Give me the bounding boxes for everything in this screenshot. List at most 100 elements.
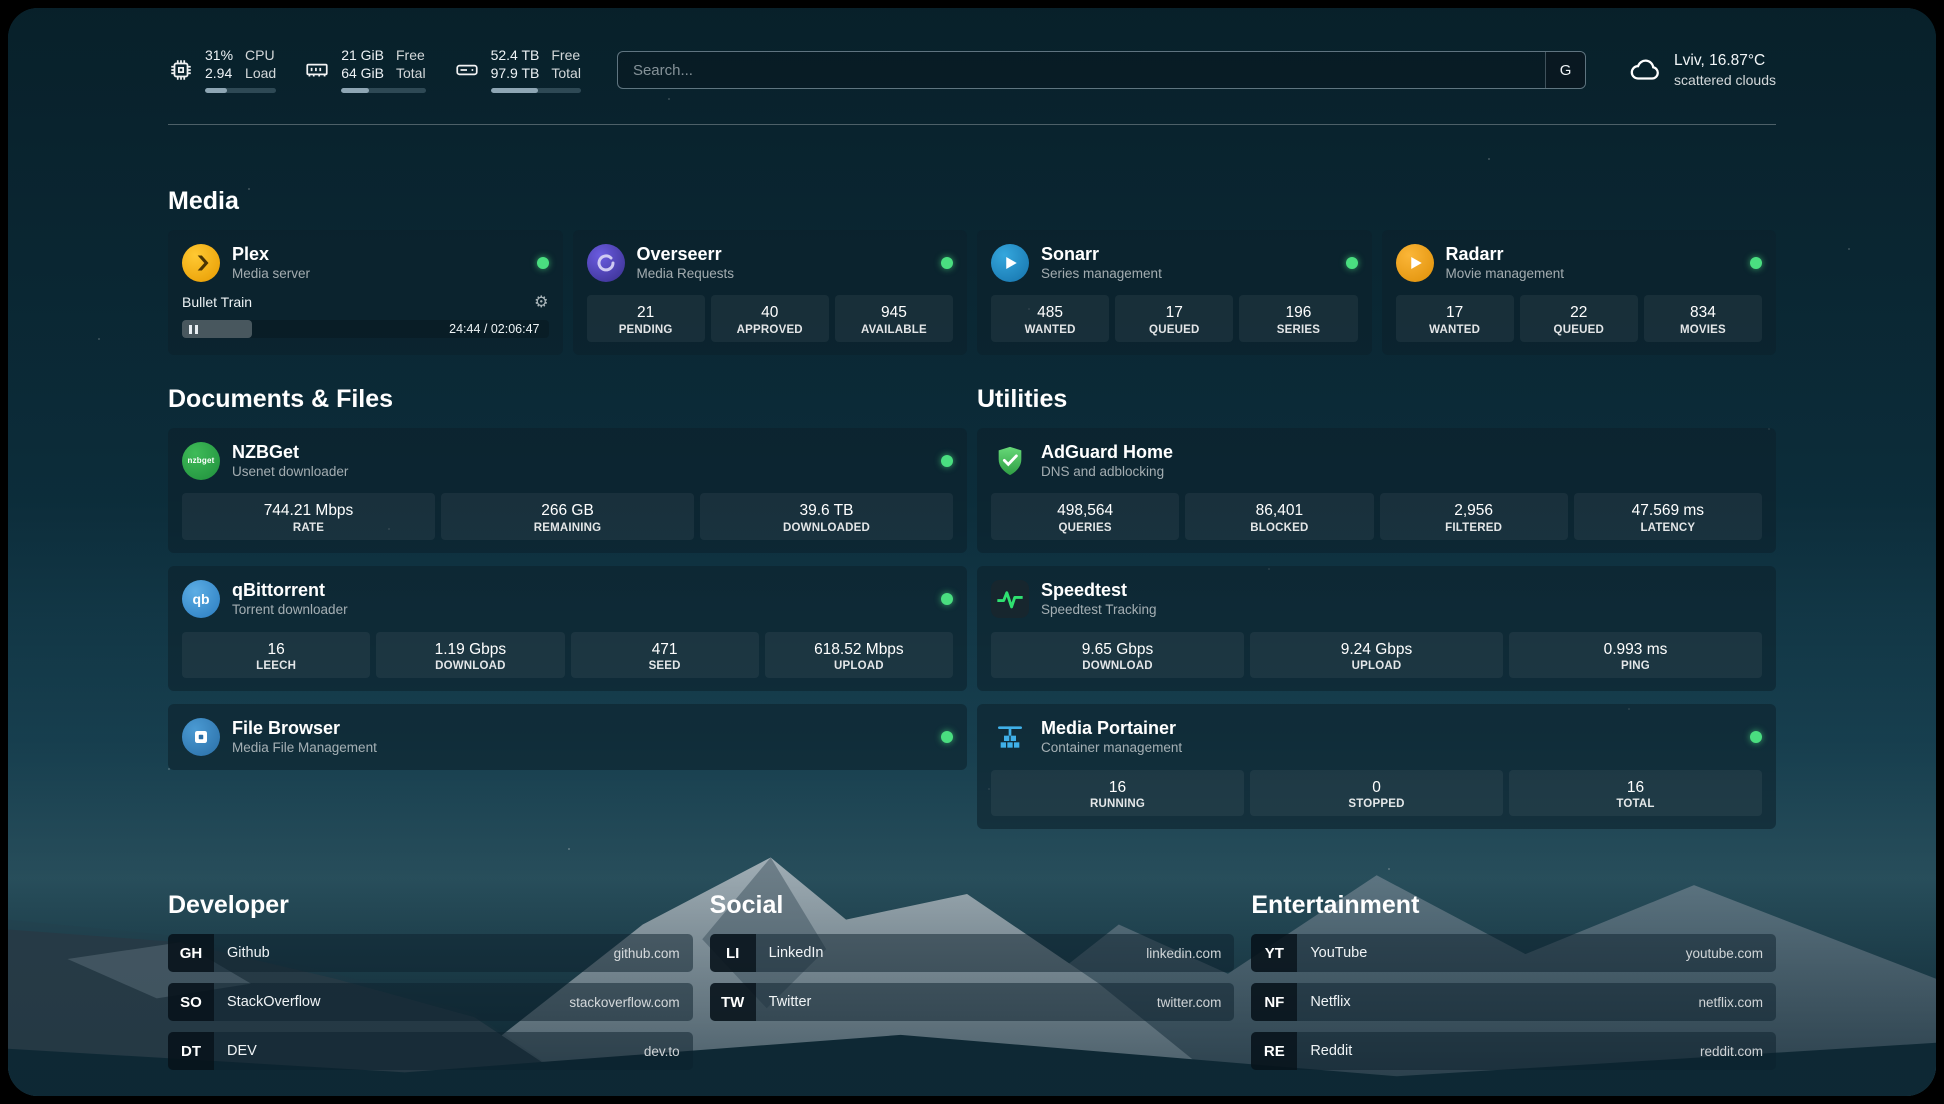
service-title: Plex bbox=[232, 244, 270, 264]
stat-label: WANTED bbox=[1429, 324, 1481, 337]
pause-icon[interactable] bbox=[189, 324, 198, 334]
disk-usage-bar bbox=[490, 87, 581, 93]
sonarr-icon bbox=[991, 243, 1029, 282]
stat-downloaded: 39.6 TB DOWNLOADED bbox=[700, 493, 953, 541]
stat-value: 266 GB bbox=[541, 502, 594, 520]
bookmark-abbr: YT bbox=[1251, 934, 1298, 973]
bookmark-url: github.com bbox=[613, 945, 680, 961]
bookmark-twitter[interactable]: TW Twitter twitter.com bbox=[709, 983, 1235, 1022]
playback-progress-bar[interactable]: 24:44 / 02:06:47 bbox=[182, 320, 549, 339]
stat-label: QUEUED bbox=[1149, 324, 1200, 337]
memory-icon bbox=[306, 63, 328, 77]
bookmark-netflix[interactable]: NF Netflix netflix.com bbox=[1251, 983, 1776, 1022]
bookmark-youtube[interactable]: YT YouTube youtube.com bbox=[1251, 934, 1776, 973]
service-card-filebrowser[interactable]: File Browser Media File Management bbox=[168, 704, 967, 770]
bookmark-name: Github bbox=[227, 945, 270, 962]
status-dot bbox=[1750, 256, 1762, 269]
bookmark-abbr: RE bbox=[1251, 1032, 1298, 1071]
stat-value: 17 bbox=[1445, 304, 1464, 322]
stat-label: UPLOAD bbox=[1351, 660, 1402, 673]
status-dot bbox=[1750, 730, 1762, 743]
stat-label: WANTED bbox=[1024, 324, 1076, 337]
service-title: AdGuard Home bbox=[1041, 442, 1174, 463]
stat-value: 485 bbox=[1037, 304, 1064, 322]
memory-monitor: 21 GiB 64 GiB Free Total bbox=[304, 47, 426, 93]
bookmark-name: Twitter bbox=[768, 994, 812, 1011]
stat-label: PING bbox=[1621, 660, 1650, 673]
stat-label: QUEUED bbox=[1553, 324, 1604, 337]
disk-free-label: Free bbox=[551, 47, 581, 64]
service-subtitle: Media server bbox=[232, 265, 311, 281]
service-subtitle: Container management bbox=[1041, 739, 1183, 755]
bookmark-stackoverflow[interactable]: SO StackOverflow stackoverflow.com bbox=[168, 983, 693, 1022]
stat-queries: 498,564 QUERIES bbox=[991, 493, 1180, 541]
gear-icon[interactable]: ⚙ bbox=[534, 294, 549, 312]
bookmark-dev[interactable]: DT DEV dev.to bbox=[168, 1032, 693, 1071]
stat-label: FILTERED bbox=[1445, 522, 1503, 535]
memory-free-value: 21 GiB bbox=[341, 47, 384, 64]
entertainment-bookmarks-column: Entertainment YT YouTube youtube.com NF … bbox=[1251, 891, 1776, 1071]
resource-monitors: 31% 2.94 CPU Load bbox=[168, 47, 581, 93]
service-card-speedtest[interactable]: Speedtest Speedtest Tracking 9.65 Gbps D… bbox=[977, 566, 1776, 692]
radarr-icon bbox=[1395, 243, 1434, 282]
stat-label: REMAINING bbox=[533, 522, 602, 535]
section-title-developer: Developer bbox=[168, 891, 289, 920]
stat-value: 2,956 bbox=[1454, 502, 1494, 520]
stat-movies: 834 MOVIES bbox=[1643, 295, 1763, 343]
bookmark-url: linkedin.com bbox=[1146, 945, 1222, 961]
stat-value: 16 bbox=[1626, 778, 1645, 796]
service-card-overseerr[interactable]: Overseerr Media Requests 21 PENDING 40 A… bbox=[572, 230, 967, 356]
stat-value: 16 bbox=[267, 640, 285, 658]
bookmark-name: YouTube bbox=[1310, 945, 1368, 962]
stat-value: 47.569 ms bbox=[1631, 502, 1705, 520]
social-bookmarks-column: Social LI LinkedIn linkedin.com TW Twitt… bbox=[709, 891, 1235, 1070]
service-card-portainer[interactable]: Media Portainer Container management 16 … bbox=[977, 704, 1776, 830]
section-title-social: Social bbox=[709, 891, 784, 920]
search-input[interactable] bbox=[617, 52, 1546, 88]
stat-value: 1.19 Gbps bbox=[434, 640, 507, 658]
utilities-column: Utilities bbox=[977, 385, 1776, 830]
stat-value: 40 bbox=[761, 304, 779, 322]
bookmark-reddit[interactable]: RE Reddit reddit.com bbox=[1251, 1032, 1776, 1071]
stat-stopped: 0 STOPPED bbox=[1250, 769, 1503, 817]
stat-filtered: 2,956 FILTERED bbox=[1379, 493, 1568, 541]
service-card-sonarr[interactable]: Sonarr Series management 485 WANTED 17 Q… bbox=[977, 230, 1372, 356]
stat-value: 86,401 bbox=[1255, 502, 1304, 520]
bookmark-url: youtube.com bbox=[1685, 945, 1763, 961]
service-subtitle: Movie management bbox=[1445, 265, 1565, 281]
service-card-radarr[interactable]: Radarr Movie management 17 WANTED 22 QUE… bbox=[1381, 230, 1776, 356]
service-title: Overseerr bbox=[636, 244, 722, 264]
service-card-nzbget[interactable]: nzbget NZBGet Usenet downloader 744.21 M… bbox=[168, 428, 967, 554]
search-bar[interactable]: G bbox=[616, 51, 1587, 89]
stat-label: QUERIES bbox=[1058, 522, 1112, 535]
service-card-adguard[interactable]: AdGuard Home DNS and adblocking 498,564 … bbox=[977, 428, 1776, 554]
documents-column: Documents & Files nzbget NZBGet Usenet d… bbox=[168, 385, 967, 770]
bookmark-abbr: SO bbox=[168, 983, 214, 1022]
service-subtitle: DNS and adblocking bbox=[1041, 463, 1165, 479]
stat-label: AVAILABLE bbox=[860, 324, 927, 337]
search-provider-button[interactable]: G bbox=[1545, 52, 1586, 88]
stat-value: 834 bbox=[1689, 304, 1716, 322]
stat-approved: 40 APPROVED bbox=[710, 295, 829, 343]
bookmark-name: Netflix bbox=[1310, 994, 1351, 1011]
status-dot bbox=[536, 256, 549, 269]
stat-value: 17 bbox=[1165, 304, 1183, 322]
cpu-load-label: Load bbox=[245, 65, 277, 81]
service-subtitle: Media File Management bbox=[232, 739, 377, 755]
bookmark-linkedin[interactable]: LI LinkedIn linkedin.com bbox=[709, 934, 1235, 973]
stat-download: 1.19 Gbps DOWNLOAD bbox=[376, 631, 565, 679]
service-card-plex[interactable]: Plex Media server Bullet Train ⚙ 24:44 /… bbox=[168, 230, 563, 356]
stat-total: 16 TOTAL bbox=[1509, 769, 1762, 817]
bookmark-abbr: TW bbox=[709, 983, 756, 1022]
bookmark-abbr: NF bbox=[1251, 983, 1298, 1022]
service-title: NZBGet bbox=[232, 442, 299, 463]
filebrowser-icon bbox=[182, 717, 220, 756]
service-card-qbittorrent[interactable]: qb qBittorrent Torrent downloader 16 LEE… bbox=[168, 566, 967, 692]
memory-total-value: 64 GiB bbox=[341, 65, 384, 81]
service-title: qBittorrent bbox=[232, 580, 325, 601]
bookmark-github[interactable]: GH Github github.com bbox=[168, 934, 693, 973]
playback-time: 24:44 / 02:06:47 bbox=[449, 322, 540, 337]
stat-label: DOWNLOAD bbox=[1082, 660, 1153, 673]
stat-label: BLOCKED bbox=[1250, 522, 1309, 535]
stat-latency: 47.569 ms LATENCY bbox=[1573, 493, 1762, 541]
